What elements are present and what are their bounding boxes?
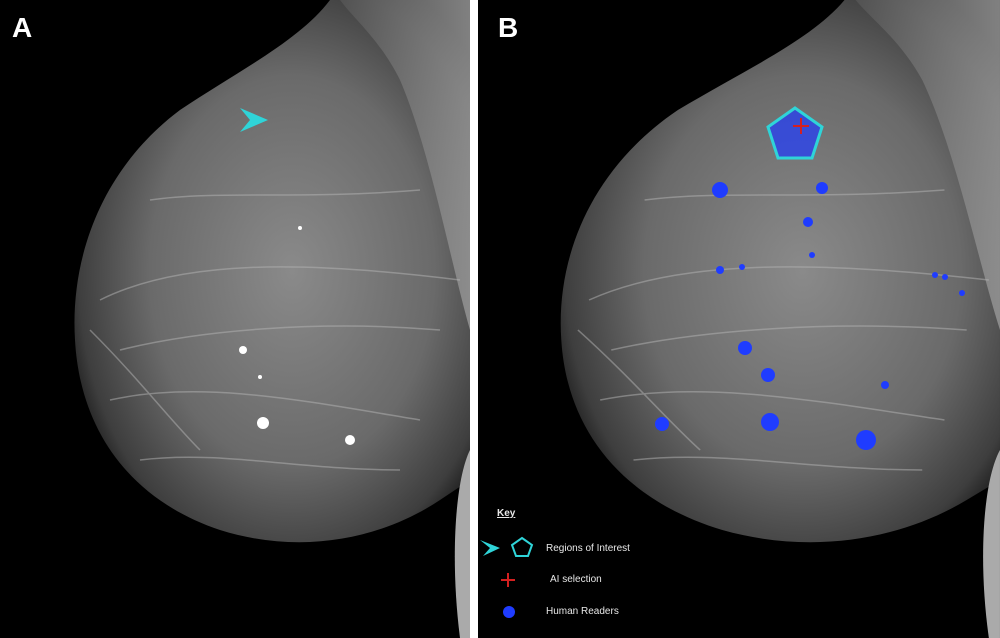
human-reader-mark	[942, 274, 948, 280]
key-label-human: Human Readers	[546, 606, 619, 617]
panel-a-mammogram	[0, 0, 470, 638]
key-legend	[480, 536, 534, 618]
human-reader-mark	[932, 272, 938, 278]
key-cross-icon	[501, 573, 515, 587]
key-arrowhead-icon	[480, 540, 500, 556]
key-dot-icon	[503, 606, 515, 618]
human-reader-mark	[959, 290, 965, 296]
human-reader-mark	[856, 430, 876, 450]
key-label-roi: Regions of Interest	[546, 543, 630, 554]
human-reader-mark	[712, 182, 728, 198]
human-reader-mark	[761, 368, 775, 382]
panel-divider	[470, 0, 478, 638]
panel-label-a: A	[12, 12, 33, 43]
key-label-ai: AI selection	[550, 574, 602, 585]
human-reader-mark	[816, 182, 828, 194]
panel-b-mammogram	[478, 0, 1000, 638]
human-reader-mark	[881, 381, 889, 389]
key-pentagon-icon	[510, 536, 534, 557]
panel-label-b: B	[498, 12, 519, 43]
ai-selection-cross-icon	[793, 118, 809, 134]
human-reader-mark	[761, 413, 779, 431]
human-reader-mark	[803, 217, 813, 227]
calcifications	[239, 226, 355, 445]
key-title: Key	[497, 508, 516, 519]
human-reader-mark	[809, 252, 815, 258]
human-reader-mark	[739, 264, 745, 270]
human-reader-mark	[655, 417, 669, 431]
human-reader-mark	[738, 341, 752, 355]
roi-arrowhead-icon	[240, 108, 268, 132]
roi-pentagon-icon	[766, 106, 824, 160]
human-reader-mark	[716, 266, 724, 274]
human-reader-marks	[655, 182, 965, 450]
